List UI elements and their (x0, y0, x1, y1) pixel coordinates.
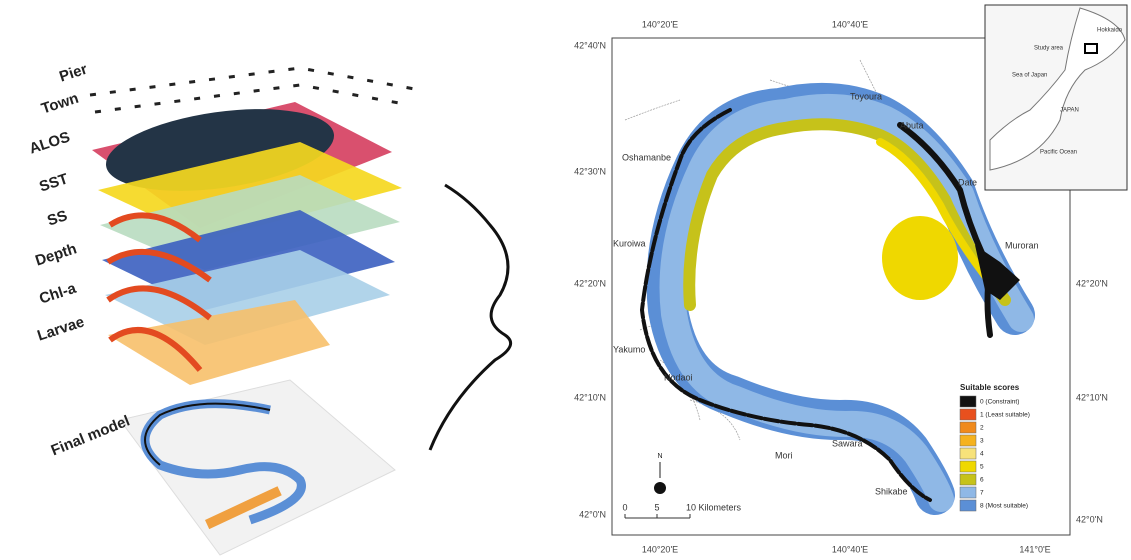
legend-label: 8 (Most suitable) (980, 503, 1028, 510)
legend-label: 3 (980, 438, 984, 445)
legend-label: 5 (980, 464, 984, 471)
lat-label: 42°0'N (579, 509, 606, 519)
legend-swatch (960, 422, 976, 433)
inset-label: JAPAN (1060, 108, 1079, 114)
yellow-zone (882, 216, 958, 300)
legend-swatch (960, 448, 976, 459)
town-points (95, 85, 410, 112)
lat-label: 42°40'N (574, 40, 606, 50)
legend-swatch (960, 461, 976, 472)
place-label: Kuroiwa (613, 238, 646, 248)
lon-label: 141°0'E (1019, 544, 1050, 554)
layer-label: Pier (57, 61, 89, 86)
layer-label: SS (45, 207, 69, 229)
layer-label: Town (39, 90, 80, 118)
north-label: N (657, 453, 662, 460)
inset-label: Sea of Japan (1012, 73, 1047, 79)
legend-swatch (960, 500, 976, 511)
place-label: Nodaoi (664, 372, 693, 382)
inset-label: Study area (1034, 46, 1064, 52)
lon-label: 140°40'E (832, 19, 868, 29)
legend-label: 4 (980, 451, 984, 458)
place-label: Muroran (1005, 240, 1039, 250)
legend-label: 7 (980, 490, 984, 497)
legend-label: 6 (980, 477, 984, 484)
legend-swatch (960, 409, 976, 420)
place-label: Oshamanbe (622, 152, 671, 162)
legend-swatch (960, 396, 976, 407)
lat-label: 42°20'N (1076, 278, 1108, 288)
lat-label: 42°20'N (574, 278, 606, 288)
lat-label: 42°30'N (574, 166, 606, 176)
place-label: Sawara (832, 438, 863, 448)
place-label: Abuta (900, 120, 924, 130)
lon-label: 140°20'E (642, 544, 678, 554)
lon-label: 140°20'E (642, 19, 678, 29)
place-label: Date (958, 177, 977, 187)
place-label: Shikabe (875, 486, 908, 496)
layer-stack (90, 68, 420, 555)
scale-label: 10 Kilometers (686, 502, 742, 512)
legend-swatch (960, 474, 976, 485)
legend-label: 1 (Least suitable) (980, 412, 1030, 419)
layer-label: ALOS (27, 129, 72, 158)
legend-label: 0 (Constraint) (980, 399, 1019, 406)
transition-arrow (430, 185, 511, 450)
lat-label: 42°10'N (574, 392, 606, 402)
lat-label: 42°10'N (1076, 392, 1108, 402)
final-model-label: Final model (49, 412, 133, 459)
layer-label: Depth (33, 240, 79, 269)
north-symbol (654, 482, 666, 494)
inset-label: Pacific Ocean (1040, 150, 1077, 156)
lat-label: 42°0'N (1076, 514, 1103, 524)
place-label: Toyoura (850, 91, 882, 101)
figure: Pier Town ALOS SST SS Depth Chl-a Larvae… (0, 0, 1131, 560)
lon-label: 140°40'E (832, 544, 868, 554)
legend-title: Suitable scores (960, 383, 1020, 392)
scale-label: 5 (654, 502, 659, 512)
layer-label: SST (37, 170, 70, 195)
legend-swatch (960, 435, 976, 446)
layer-label: Larvae (35, 313, 86, 344)
place-label: Mori (775, 450, 793, 460)
layer-label: Chl-a (37, 280, 79, 308)
inset-label: Hokkaido (1097, 28, 1123, 34)
legend-swatch (960, 487, 976, 498)
legend-label: 2 (980, 425, 984, 432)
scale-label: 0 (622, 502, 627, 512)
place-label: Yakumo (613, 344, 645, 354)
